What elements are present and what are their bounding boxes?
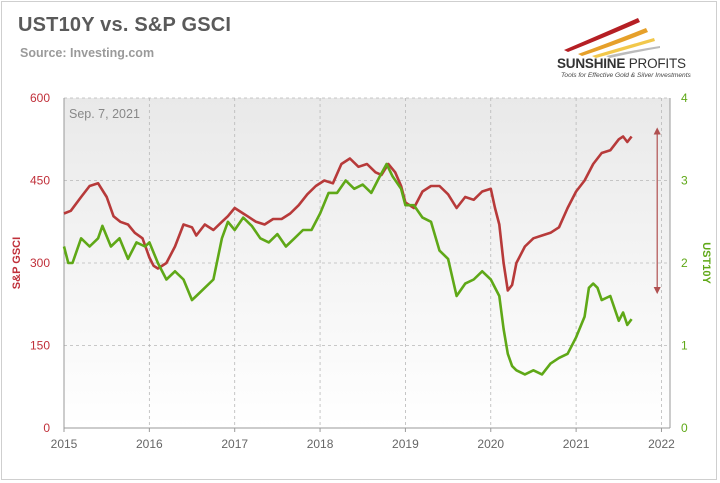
y-left-tick-label: 600 (30, 91, 50, 105)
y-right-axis-title: UST10Y (700, 242, 712, 284)
logo-name: SUNSHINE PROFITS (557, 56, 686, 71)
logo-name-bold: SUNSHINE (557, 56, 626, 71)
gsci-series-line (63, 135, 633, 292)
x-tick-label: 2019 (392, 437, 419, 451)
logo-name-light: PROFITS (625, 56, 686, 71)
x-tick-label: 2016 (136, 437, 163, 451)
y-right-tick-label: 1 (681, 339, 688, 353)
x-tick-label: 2021 (563, 437, 590, 451)
y-left-tick-label: 300 (30, 256, 50, 270)
ust10y-series-line (62, 162, 633, 376)
y-right-tick-label: 2 (681, 256, 688, 270)
y-left-axis-title: S&P GSCI (11, 237, 23, 289)
chart-source: Source: Investing.com (20, 46, 155, 60)
x-tick-label: 2020 (477, 437, 504, 451)
date-annotation: Sep. 7, 2021 (69, 107, 140, 121)
x-tick-label: 2015 (51, 437, 78, 451)
y-right-tick-label: 0 (681, 421, 688, 435)
y-right-tick-label: 4 (681, 91, 688, 105)
y-right-tick-label: 3 (681, 174, 688, 188)
logo-tagline: Tools for Effective Gold & Silver Invest… (561, 72, 691, 79)
y-left-tick-label: 450 (30, 174, 50, 188)
x-tick-label: 2022 (648, 437, 675, 451)
x-tick-label: 2018 (307, 437, 334, 451)
y-left-tick-label: 150 (30, 339, 50, 353)
sunshine-profits-logo-icon (564, 18, 660, 58)
x-tick-label: 2017 (221, 437, 248, 451)
chart-title: UST10Y vs. S&P GSCI (18, 14, 232, 36)
y-left-tick-label: 0 (43, 421, 50, 435)
